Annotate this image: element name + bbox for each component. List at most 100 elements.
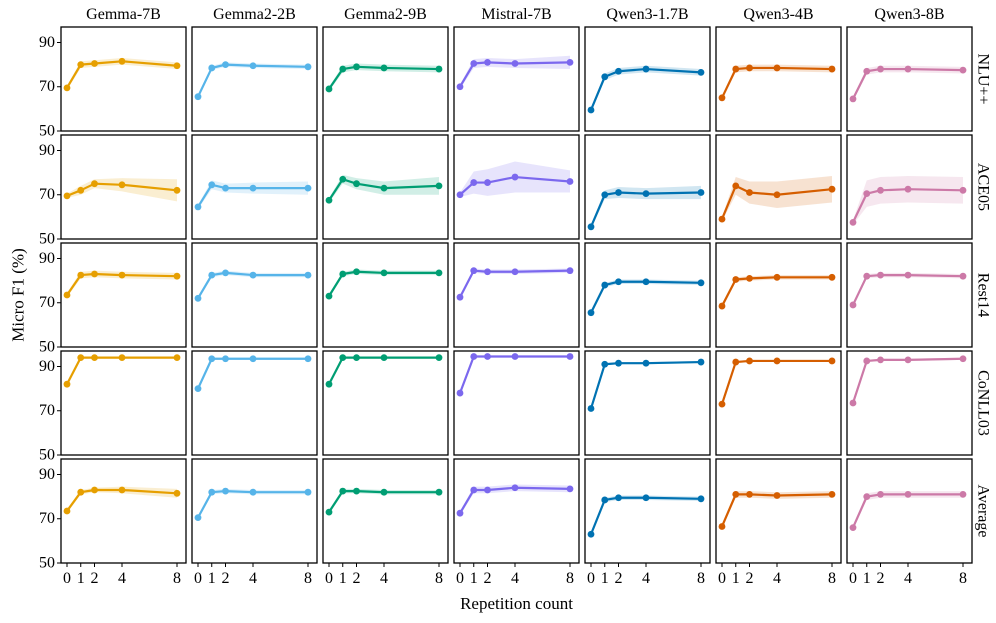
point-ace05-qwen3-8b-x0 bbox=[849, 219, 857, 226]
column-title-gemma2-2b: Gemma2-2B bbox=[213, 6, 296, 23]
panel-ace05-qwen3-4b bbox=[715, 134, 842, 240]
line-average-qwen3-4b bbox=[720, 493, 833, 527]
point-ace05-mistral-7b-x8 bbox=[566, 178, 574, 185]
panel-average-qwen3-4b bbox=[715, 458, 842, 564]
point-average-qwen3-1-7b-x4 bbox=[642, 494, 650, 502]
column-title-gemma-7b: Gemma-7B bbox=[86, 6, 161, 23]
point-conll03-qwen3-8b-x4 bbox=[904, 356, 912, 364]
point-ace05-gemma2-9b-x2 bbox=[353, 180, 360, 188]
panel-nlu-gemma2-2b bbox=[191, 26, 318, 132]
point-ace05-gemma2-9b-x4 bbox=[380, 184, 388, 192]
point-nlu-qwen3-8b-x4 bbox=[904, 65, 912, 73]
point-nlu-qwen3-8b-x2 bbox=[877, 65, 884, 73]
point-conll03-gemma-7b-x1 bbox=[77, 354, 85, 362]
point-nlu-qwen3-4b-x8 bbox=[828, 65, 836, 73]
point-rest14-qwen3-1-7b-x1 bbox=[601, 281, 609, 289]
point-ace05-qwen3-8b-x8 bbox=[959, 186, 967, 194]
point-average-gemma2-2b-x1 bbox=[208, 488, 216, 496]
line-conll03-gemma2-9b bbox=[328, 356, 439, 385]
x-tick-label-qwen3-8b-1: 1 bbox=[863, 570, 871, 587]
point-conll03-qwen3-4b-x4 bbox=[773, 357, 781, 365]
column-title-qwen3-1-7b: Qwen3-1.7B bbox=[606, 6, 688, 23]
point-rest14-qwen3-1-7b-x2 bbox=[615, 278, 622, 286]
x-tick-label-qwen3-1-7b-0: 0 bbox=[587, 570, 595, 587]
point-rest14-mistral-7b-x2 bbox=[484, 268, 491, 276]
point-ace05-gemma-7b-x4 bbox=[118, 181, 126, 189]
column-title-mistral-7b: Mistral-7B bbox=[481, 6, 551, 23]
x-tick-label-gemma2-9b-1: 1 bbox=[339, 570, 347, 587]
y-tick-label-rest14-70: 70 bbox=[39, 294, 55, 311]
y-tick-label-ace05-90: 90 bbox=[39, 142, 55, 159]
point-rest14-gemma2-2b-x2 bbox=[222, 269, 229, 277]
line-conll03-gemma-7b bbox=[66, 356, 177, 385]
point-ace05-gemma2-9b-x0 bbox=[325, 196, 333, 204]
point-rest14-qwen3-1-7b-x8 bbox=[697, 279, 705, 287]
point-rest14-gemma-7b-x2 bbox=[91, 270, 98, 278]
point-ace05-gemma2-9b-x8 bbox=[435, 182, 443, 190]
point-rest14-mistral-7b-x4 bbox=[511, 268, 519, 276]
panel-conll03-gemma2-9b bbox=[322, 350, 449, 456]
point-ace05-gemma-7b-x0 bbox=[63, 192, 71, 200]
point-ace05-gemma-7b-x1 bbox=[77, 186, 85, 194]
point-average-qwen3-4b-x0 bbox=[718, 523, 726, 530]
panel-conll03-mistral-7b bbox=[453, 350, 580, 456]
band-average-gemma-7b bbox=[67, 486, 177, 514]
point-average-qwen3-4b-x8 bbox=[828, 491, 836, 498]
point-nlu-qwen3-1-7b-x8 bbox=[697, 68, 705, 76]
point-average-qwen3-8b-x0 bbox=[849, 524, 857, 531]
point-rest14-qwen3-1-7b-x4 bbox=[642, 278, 650, 286]
band-rest14-qwen3-4b bbox=[722, 275, 832, 309]
point-rest14-mistral-7b-x0 bbox=[456, 293, 464, 301]
point-conll03-mistral-7b-x2 bbox=[484, 353, 491, 360]
point-rest14-gemma-7b-x8 bbox=[173, 272, 181, 280]
point-ace05-qwen3-8b-x2 bbox=[877, 186, 884, 194]
band-conll03-qwen3-1-7b bbox=[591, 360, 701, 410]
x-tick-label-gemma-7b-0: 0 bbox=[63, 570, 71, 587]
point-conll03-gemma2-9b-x2 bbox=[353, 354, 360, 362]
point-average-gemma2-9b-x1 bbox=[339, 487, 347, 495]
point-ace05-mistral-7b-x0 bbox=[456, 191, 464, 199]
x-tick-label-mistral-7b-0: 0 bbox=[456, 570, 464, 587]
point-rest14-mistral-7b-x1 bbox=[470, 267, 478, 275]
row-title-ace05: ACE05 bbox=[975, 163, 992, 211]
point-ace05-mistral-7b-x1 bbox=[470, 179, 478, 186]
band-conll03-qwen3-4b bbox=[722, 359, 832, 406]
panel-average-gemma-7b bbox=[60, 458, 187, 564]
panel-rest14-qwen3-1-7b bbox=[584, 242, 711, 348]
row-title-rest14: Rest14 bbox=[975, 273, 992, 317]
point-average-mistral-7b-x0 bbox=[456, 509, 464, 517]
point-rest14-gemma2-9b-x8 bbox=[435, 269, 443, 277]
point-rest14-gemma2-2b-x0 bbox=[194, 294, 202, 302]
line-rest14-qwen3-4b bbox=[721, 276, 832, 307]
point-conll03-qwen3-1-7b-x0 bbox=[587, 405, 595, 412]
x-tick-label-qwen3-1-7b-2: 2 bbox=[615, 570, 623, 587]
point-nlu-gemma2-2b-x1 bbox=[208, 64, 216, 72]
x-tick-label-gemma2-2b-2: 2 bbox=[222, 570, 230, 587]
point-nlu-gemma2-9b-x0 bbox=[325, 85, 333, 93]
point-average-qwen3-4b-x2 bbox=[746, 491, 753, 498]
x-tick-label-qwen3-4b-4: 4 bbox=[773, 570, 781, 587]
point-conll03-gemma-7b-x8 bbox=[173, 354, 181, 362]
point-conll03-qwen3-4b-x1 bbox=[732, 358, 740, 366]
point-nlu-gemma2-2b-x8 bbox=[304, 63, 312, 71]
point-average-qwen3-8b-x1 bbox=[863, 493, 871, 501]
line-conll03-mistral-7b bbox=[458, 355, 570, 394]
point-ace05-gemma2-2b-x0 bbox=[194, 203, 202, 211]
y-tick-label-conll03-50: 50 bbox=[39, 447, 55, 464]
panel-ace05-gemma2-9b bbox=[322, 134, 449, 240]
point-conll03-qwen3-4b-x0 bbox=[718, 400, 726, 408]
point-average-mistral-7b-x2 bbox=[484, 486, 491, 494]
point-ace05-gemma-7b-x2 bbox=[91, 180, 98, 188]
point-average-qwen3-1-7b-x0 bbox=[587, 530, 595, 538]
panel-nlu-qwen3-4b bbox=[715, 26, 842, 132]
x-tick-label-gemma2-9b-8: 8 bbox=[435, 570, 443, 587]
x-tick-label-qwen3-1-7b-1: 1 bbox=[601, 570, 609, 587]
point-rest14-gemma2-9b-x4 bbox=[380, 269, 388, 277]
point-nlu-mistral-7b-x1 bbox=[470, 60, 478, 67]
point-conll03-mistral-7b-x1 bbox=[470, 353, 478, 360]
column-title-qwen3-4b: Qwen3-4B bbox=[743, 6, 813, 23]
point-nlu-gemma2-2b-x0 bbox=[194, 93, 202, 101]
point-rest14-gemma2-9b-x1 bbox=[339, 270, 347, 278]
point-rest14-mistral-7b-x8 bbox=[566, 267, 574, 275]
